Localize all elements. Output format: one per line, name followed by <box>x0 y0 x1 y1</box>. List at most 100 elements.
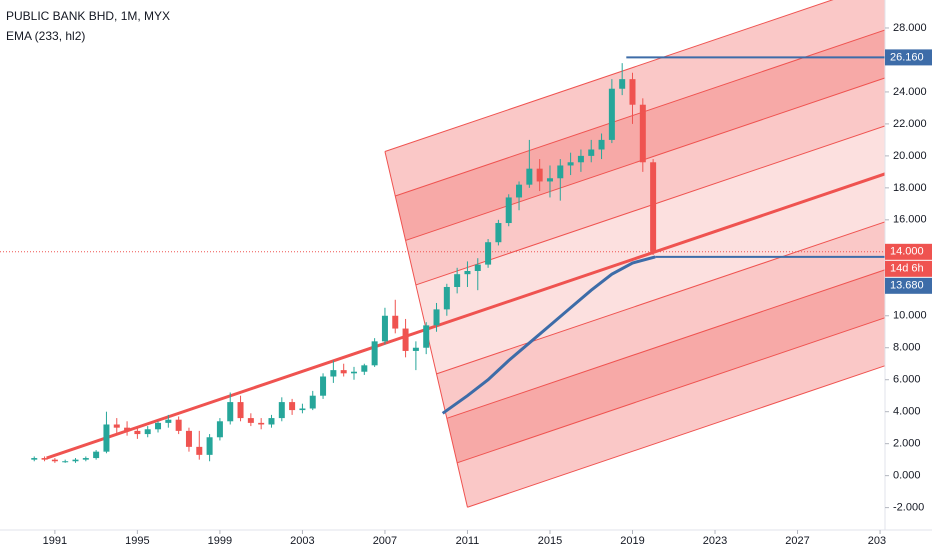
candle-body <box>268 418 275 425</box>
candle-body <box>381 315 388 342</box>
channel-line <box>436 221 885 375</box>
candle-body <box>206 437 213 455</box>
y-tick-label: 18.000 <box>893 182 927 194</box>
channel-band <box>446 269 885 463</box>
candle-body <box>423 325 430 348</box>
y-tick-label: 6.000 <box>893 374 921 386</box>
candle-body <box>196 446 203 455</box>
channel-line <box>467 365 885 508</box>
candle-body <box>165 419 172 423</box>
candle-body <box>124 427 131 431</box>
x-tick-label: 2023 <box>703 535 727 547</box>
candle-body <box>103 424 110 452</box>
countdown-badge: 14d 6h <box>890 263 924 275</box>
candle-body <box>309 395 316 409</box>
candle-body <box>62 461 69 463</box>
candle-body <box>93 451 100 459</box>
candle-body <box>155 422 162 430</box>
last-price-badge: 14.000 <box>890 246 924 258</box>
candle-body <box>577 155 584 163</box>
level-badge: 13.680 <box>890 280 924 292</box>
channel-band <box>457 317 885 508</box>
level-badge: 26.160 <box>890 51 924 63</box>
y-tick-label: 24.000 <box>893 86 927 98</box>
x-tick-label: 2019 <box>620 535 644 547</box>
y-tick-label: 20.000 <box>893 150 927 162</box>
candle-body <box>639 104 646 163</box>
x-tick-label: 2027 <box>785 535 809 547</box>
x-tick-label: 2003 <box>290 535 314 547</box>
y-tick-label: 2.000 <box>893 438 921 450</box>
candle-body <box>474 264 481 271</box>
price-axis-bg <box>885 531 932 550</box>
candle-body <box>371 341 378 366</box>
candle-body <box>454 274 461 287</box>
candle-body <box>82 458 89 460</box>
candle-body <box>351 371 357 374</box>
candle-body <box>216 421 223 438</box>
y-tick-label: 22.000 <box>893 118 927 130</box>
channel-line <box>456 317 885 464</box>
candle-body <box>619 79 626 89</box>
channel-band <box>436 221 885 419</box>
x-tick-label: 2015 <box>538 535 562 547</box>
candle-body <box>464 270 471 275</box>
chart-title: PUBLIC BANK BHD, 1M, MYX <box>6 9 170 23</box>
channel-line <box>384 0 834 152</box>
candle-body <box>41 458 48 460</box>
candle-body <box>258 422 265 425</box>
y-tick-label: 28.000 <box>893 22 927 34</box>
channel-line <box>446 269 885 419</box>
x-tick-label: 1999 <box>208 535 232 547</box>
candle-body <box>443 286 450 310</box>
candle-body <box>433 309 440 326</box>
regression-line <box>46 172 885 460</box>
y-tick-label: -2.000 <box>893 502 924 514</box>
candle-body <box>402 328 409 351</box>
x-tick-label: 2011 <box>456 535 480 547</box>
candle-body <box>629 79 636 105</box>
x-tick-label: 1995 <box>125 535 149 547</box>
candle-body <box>412 347 419 351</box>
y-tick-label: 8.000 <box>893 342 921 354</box>
candle-body <box>227 402 234 422</box>
candle-body <box>31 458 38 460</box>
candle-body <box>51 459 58 462</box>
ema-line <box>441 255 656 415</box>
last-price-badge-bg <box>885 243 932 260</box>
candle-body <box>134 430 141 435</box>
candle-body <box>289 402 296 411</box>
candle-body <box>113 424 120 428</box>
channel-band <box>405 77 885 285</box>
y-tick-label: 4.000 <box>893 406 921 418</box>
candle-body <box>567 162 574 166</box>
channel-band <box>426 173 885 374</box>
y-tick-label: 10.000 <box>893 310 927 322</box>
candle-body <box>299 408 306 411</box>
channel-line <box>405 77 885 241</box>
y-tick-label: 16.000 <box>893 214 927 226</box>
candle-body <box>175 419 182 431</box>
candle-body <box>516 184 523 198</box>
candle-body <box>320 376 327 396</box>
candle-body <box>361 365 368 372</box>
candle-body <box>588 149 595 156</box>
x-tick-label: 1991 <box>43 535 67 547</box>
candle-body <box>598 139 605 150</box>
candle-body <box>144 429 151 435</box>
candle-body <box>536 168 543 182</box>
candle-body <box>485 242 492 265</box>
candle-body <box>330 370 337 377</box>
candle-body <box>526 168 533 185</box>
y-tick-label: 0.000 <box>893 470 921 482</box>
candle-body <box>72 459 79 462</box>
candle-body <box>247 418 254 423</box>
level-badge-bg <box>885 277 932 294</box>
candle-body <box>495 223 502 243</box>
candle-body <box>650 162 657 252</box>
candle-body <box>505 197 512 224</box>
candle-body <box>185 430 192 447</box>
x-tick-label: 2007 <box>373 535 397 547</box>
candle-body <box>392 315 399 329</box>
indicator-label: EMA (233, hl2) <box>6 29 85 43</box>
